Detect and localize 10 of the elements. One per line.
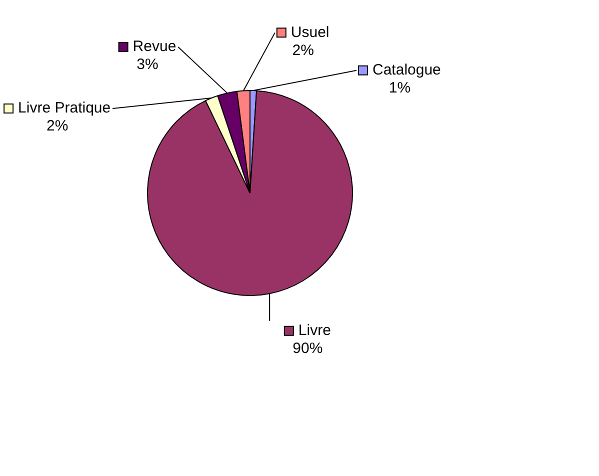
data-label: 3% [136, 56, 158, 74]
legend-label: Livre Pratique [18, 100, 111, 117]
legend-label: Livre [298, 322, 331, 340]
legend-label: Catalogue [372, 62, 441, 79]
data-label: 2% [292, 42, 314, 59]
legend-label: Usuel [290, 24, 330, 41]
data-label: 1% [388, 80, 411, 97]
data-label: 90% [292, 340, 323, 358]
legend-label: Revue [132, 38, 176, 56]
data-label: 2% [46, 118, 68, 135]
